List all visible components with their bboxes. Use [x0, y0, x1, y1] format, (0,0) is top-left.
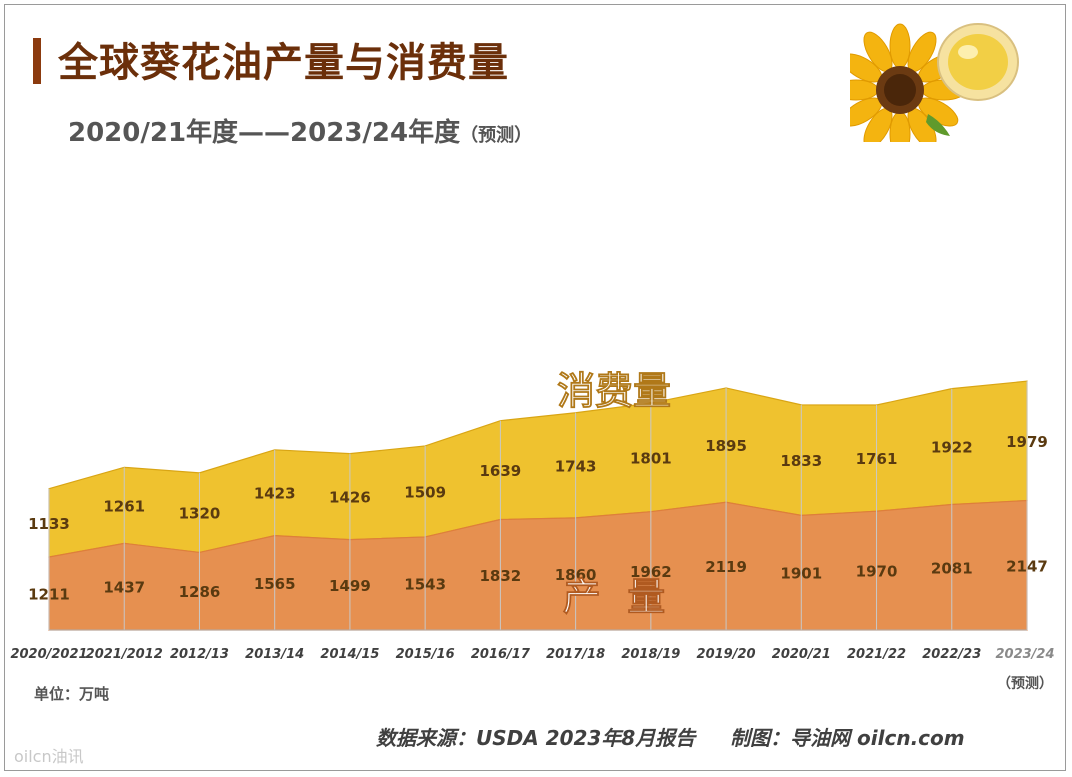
consumption-value-label: 1922	[931, 439, 973, 457]
x-tick-label: 2022/23	[922, 647, 981, 662]
x-tick-label: 2014/15	[320, 647, 379, 662]
consumption-value-label: 1979	[1006, 433, 1048, 451]
x-tick-label: 2020/21	[772, 647, 831, 662]
x-tick-label: 2017/18	[546, 647, 605, 662]
subtitle-period: 2020/21年度——2023/24年度	[68, 118, 461, 148]
production-value-label: 1860	[555, 566, 597, 584]
production-value-label: 1970	[856, 563, 898, 581]
series-label-production: 产 量	[563, 575, 665, 619]
consumption-value-label: 1261	[103, 497, 145, 515]
consumption-value-label: 1743	[555, 457, 597, 475]
x-tick-label: 2023/24	[995, 647, 1054, 662]
x-tick-label: 2013/14	[245, 647, 304, 662]
production-value-label: 1211	[28, 585, 70, 603]
x-tick-label: 2018/19	[621, 647, 680, 662]
consumption-value-label: 1509	[404, 483, 446, 501]
consumption-value-label: 1833	[780, 452, 822, 470]
title-accent-bar	[33, 38, 41, 84]
consumption-value-label: 1133	[28, 515, 70, 533]
forecast-note: （预测）	[997, 675, 1053, 692]
chart-title: 全球葵花油产量与消费量	[58, 40, 509, 86]
value-labels: 1211 1133 1437 1261 1286 1320 1565 1423 1499 1426…	[28, 369, 1048, 620]
x-tick-label: 2016/17	[471, 647, 531, 662]
x-tick-label: 2021/22	[847, 647, 906, 662]
watermark: oilcn油讯	[14, 747, 84, 766]
consumption-value-label: 1761	[856, 450, 898, 468]
production-value-label: 1286	[179, 583, 221, 601]
consumption-value-label: 1320	[179, 505, 221, 523]
production-value-label: 1962	[630, 563, 672, 581]
production-value-label: 1499	[329, 577, 371, 595]
x-tick-label: 2012/13	[170, 647, 229, 662]
production-value-label: 1437	[103, 579, 145, 597]
production-value-label: 2147	[1006, 557, 1048, 575]
consumption-value-label: 1895	[705, 437, 747, 455]
consumption-value-label: 1639	[480, 462, 522, 480]
production-value-label: 1543	[404, 575, 446, 593]
x-tick-label: 2021/2012	[86, 647, 163, 662]
production-value-label: 2119	[705, 558, 747, 576]
production-value-label: 1565	[254, 575, 296, 593]
gridlines	[48, 381, 1028, 630]
unit-label: 单位：万吨	[34, 685, 110, 703]
subtitle-note: （预测）	[460, 125, 533, 146]
production-value-label: 1901	[780, 565, 822, 583]
sunflower-icon	[850, 23, 967, 142]
x-tick-label: 2019/20	[697, 647, 756, 662]
consumption-value-label: 1426	[329, 489, 371, 507]
consumption-value-label: 1801	[630, 449, 672, 467]
chart-frame	[4, 4, 1066, 771]
production-value-label: 2081	[931, 559, 973, 577]
oil-bowl-icon	[937, 23, 1019, 101]
series-label-consumption: 消费量	[557, 369, 671, 413]
series-areas	[48, 380, 1028, 631]
x-tick-label: 2020/2021	[10, 647, 87, 662]
production-value-label: 1832	[480, 567, 522, 585]
x-tick-label: 2015/16	[396, 647, 455, 662]
data-source: 数据来源：USDA 2023年8月报告 制图：导油网 oilcn.com	[376, 726, 965, 750]
sunflower-oil-illustration	[850, 23, 1019, 142]
chart-subtitle: 2020/21年度——2023/24年度（预测）	[68, 112, 532, 149]
consumption-value-label: 1423	[254, 485, 296, 503]
